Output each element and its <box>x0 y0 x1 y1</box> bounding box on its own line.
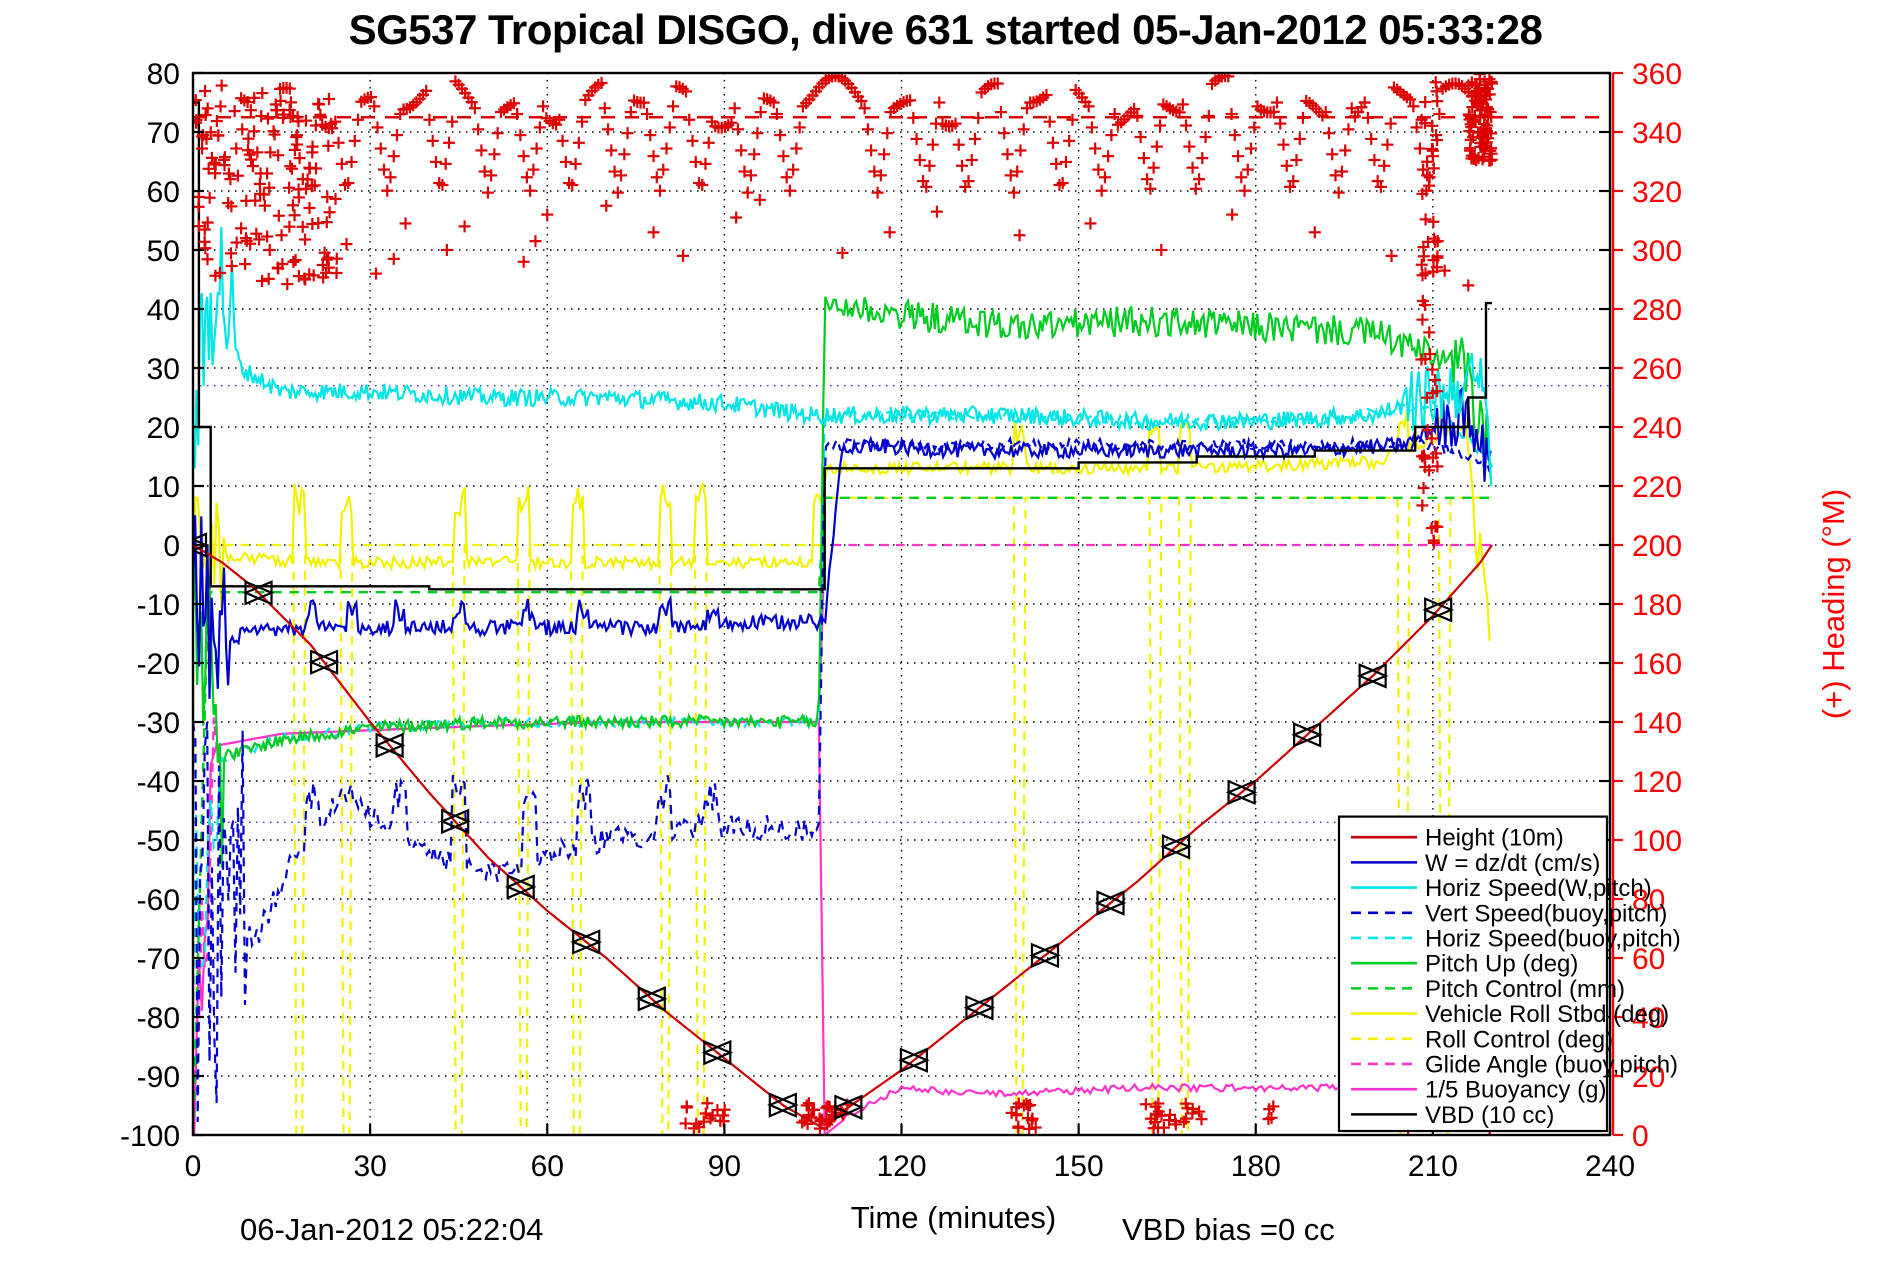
svg-text:80: 80 <box>1632 884 1665 917</box>
svg-text:90: 90 <box>708 1150 741 1183</box>
svg-text:180: 180 <box>1231 1150 1281 1183</box>
legend-item[interactable]: Roll Control (deg) <box>1351 1026 1613 1053</box>
svg-text:120: 120 <box>1632 766 1682 799</box>
axes-group <box>191 71 1623 1137</box>
legend-item[interactable]: Glide Angle (buoy,pitch) <box>1351 1051 1678 1078</box>
svg-text:-60: -60 <box>137 884 180 917</box>
svg-text:240: 240 <box>1632 412 1682 445</box>
svg-text:-70: -70 <box>137 943 180 976</box>
legend-label: Vert Speed(buoy,pitch) <box>1425 900 1667 927</box>
svg-text:-80: -80 <box>137 1002 180 1035</box>
tick-labels-group: 80706050403020100-10-20-30-40-50-60-70-8… <box>120 58 1682 1183</box>
footer-group: Time (minutes) 06-Jan-2012 05:22:04 VBD bi… <box>240 489 1851 1247</box>
legend-label: Glide Angle (buoy,pitch) <box>1425 1051 1678 1078</box>
yaxis-right-title: (+) Heading (°M) <box>1816 489 1851 719</box>
legend-item[interactable]: 1/5 Buoyancy (g) <box>1351 1077 1606 1104</box>
svg-text:30: 30 <box>353 1150 386 1183</box>
legend-item[interactable]: Horiz Speed(buoy,pitch) <box>1351 925 1681 952</box>
svg-text:-20: -20 <box>137 648 180 681</box>
svg-text:140: 140 <box>1632 707 1682 740</box>
svg-text:40: 40 <box>1632 1002 1665 1035</box>
svg-text:160: 160 <box>1632 648 1682 681</box>
svg-text:240: 240 <box>1585 1150 1635 1183</box>
legend-label: Height (10m) <box>1425 825 1564 852</box>
svg-text:180: 180 <box>1632 589 1682 622</box>
svg-text:320: 320 <box>1632 176 1682 209</box>
page-title: SG537 Tropical DISGO, dive 631 started 0… <box>348 6 1543 53</box>
svg-text:120: 120 <box>876 1150 926 1183</box>
svg-text:200: 200 <box>1632 530 1682 563</box>
svg-text:30: 30 <box>147 353 180 386</box>
svg-text:220: 220 <box>1632 471 1682 504</box>
svg-text:40: 40 <box>147 294 180 327</box>
svg-text:70: 70 <box>147 117 180 150</box>
legend-item[interactable]: Vehicle Roll Stbd (deg) <box>1351 1001 1669 1028</box>
legend-label: W = dz/dt (cm/s) <box>1425 850 1600 877</box>
legend-label: Pitch Control (mm) <box>1425 976 1625 1003</box>
legend-label: Vehicle Roll Stbd (deg) <box>1425 1001 1669 1028</box>
svg-text:50: 50 <box>147 235 180 268</box>
legend-label: Horiz Speed(buoy,pitch) <box>1425 925 1681 952</box>
chart-legend[interactable]: Height (10m)W = dz/dt (cm/s)Horiz Speed(… <box>1337 815 1681 1133</box>
svg-text:280: 280 <box>1632 294 1682 327</box>
svg-text:20: 20 <box>1632 1061 1665 1094</box>
svg-text:60: 60 <box>531 1150 564 1183</box>
legend-item[interactable]: Pitch Up (deg) <box>1351 951 1578 978</box>
svg-text:0: 0 <box>1632 1120 1649 1153</box>
svg-text:340: 340 <box>1632 117 1682 150</box>
legend-label: Horiz Speed(W,pitch) <box>1425 875 1652 902</box>
svg-text:0: 0 <box>163 530 180 563</box>
svg-text:100: 100 <box>1632 825 1682 858</box>
legend-item[interactable]: W = dz/dt (cm/s) <box>1351 850 1600 877</box>
svg-text:210: 210 <box>1408 1150 1458 1183</box>
svg-text:300: 300 <box>1632 235 1682 268</box>
svg-text:-40: -40 <box>137 766 180 799</box>
svg-text:360: 360 <box>1632 58 1682 91</box>
svg-text:260: 260 <box>1632 353 1682 386</box>
xaxis-title: Time (minutes) <box>851 1200 1057 1235</box>
legend-item[interactable]: Pitch Control (mm) <box>1351 976 1625 1003</box>
data-series-group <box>193 73 1610 1135</box>
svg-text:80: 80 <box>147 58 180 91</box>
legend-label: VBD (10 cc) <box>1425 1102 1554 1129</box>
footer-timestamp: 06-Jan-2012 05:22:04 <box>240 1212 543 1247</box>
svg-text:-30: -30 <box>137 707 180 740</box>
svg-text:-90: -90 <box>137 1061 180 1094</box>
legend-box <box>1337 815 1609 1133</box>
legend-item[interactable]: Height (10m) <box>1351 825 1564 852</box>
vbd-bias-label: VBD bias =0 cc <box>1122 1212 1335 1247</box>
legend-item[interactable]: Vert Speed(buoy,pitch) <box>1351 900 1667 927</box>
legend-item[interactable]: Horiz Speed(W,pitch) <box>1351 875 1652 902</box>
svg-text:10: 10 <box>147 471 180 504</box>
legend-label: Roll Control (deg) <box>1425 1026 1613 1053</box>
svg-text:-100: -100 <box>120 1120 180 1153</box>
svg-text:150: 150 <box>1054 1150 1104 1183</box>
svg-text:0: 0 <box>185 1150 202 1183</box>
legend-label: Pitch Up (deg) <box>1425 951 1578 978</box>
svg-text:60: 60 <box>1632 943 1665 976</box>
svg-text:-50: -50 <box>137 825 180 858</box>
legend-item[interactable]: VBD (10 cc) <box>1351 1102 1554 1129</box>
svg-text:60: 60 <box>147 176 180 209</box>
svg-text:20: 20 <box>147 412 180 445</box>
legend-label: 1/5 Buoyancy (g) <box>1425 1077 1606 1104</box>
svg-text:-10: -10 <box>137 589 180 622</box>
